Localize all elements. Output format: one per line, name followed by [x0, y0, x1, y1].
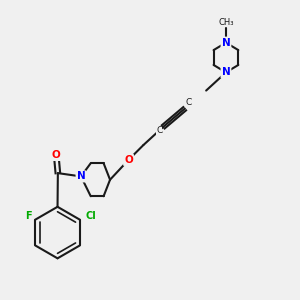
Text: F: F: [25, 212, 32, 221]
Text: Cl: Cl: [86, 212, 97, 221]
Text: O: O: [124, 155, 133, 165]
Text: N: N: [76, 171, 85, 182]
Text: N: N: [222, 38, 230, 48]
Text: O: O: [52, 150, 61, 160]
Text: CH₃: CH₃: [218, 18, 234, 27]
Text: C: C: [185, 98, 192, 107]
Text: C: C: [156, 126, 162, 135]
Text: N: N: [222, 68, 230, 77]
